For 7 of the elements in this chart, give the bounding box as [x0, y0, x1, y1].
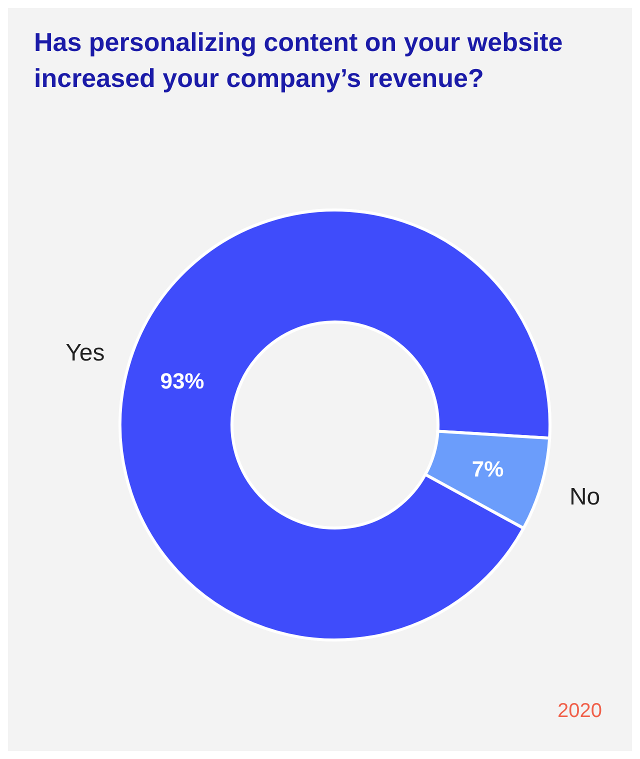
data-label: 93%	[160, 368, 204, 394]
chart-title: Has personalizing content on your website increased your company’s revenue?	[34, 26, 564, 95]
data-label: 7%	[472, 456, 504, 482]
donut-slice	[118, 208, 552, 642]
text: 2020	[558, 700, 602, 723]
slice-label: Yes	[66, 339, 105, 366]
slice-label: No	[569, 484, 600, 511]
